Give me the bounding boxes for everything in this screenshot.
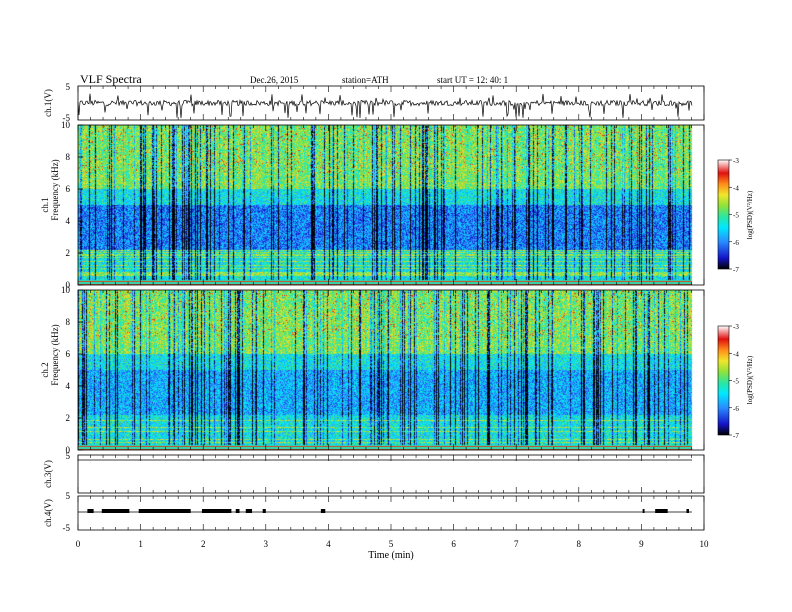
freq-tick-label: 2 xyxy=(66,413,71,423)
ch1-colorbar xyxy=(717,159,730,270)
freq-tick-label: 6 xyxy=(66,349,71,359)
ch1-spectrogram-y-ticks: 0 2 4 6 8 10 xyxy=(61,120,83,290)
ch3-y-tick-top: 5 xyxy=(66,451,71,461)
freq-tick-label: 10 xyxy=(61,120,71,130)
ch2-spectrogram-channel-label: ch.2 xyxy=(40,362,50,377)
ch4-pulse xyxy=(686,509,689,513)
ch4-pulse xyxy=(235,509,240,513)
ch4-pulse xyxy=(101,509,130,513)
ch4-pulse xyxy=(262,509,266,513)
ch1-colorbar-label: log(PSD)(V²/Hz) xyxy=(746,190,754,239)
colorbar-tick-label: -4 xyxy=(733,184,739,192)
colorbar-tick-label: -6 xyxy=(733,405,739,413)
freq-tick-label: 2 xyxy=(66,248,71,258)
ch4-pulse xyxy=(138,509,191,513)
ch3-waveform-ylabel: ch.3(V) xyxy=(43,460,53,488)
colorbar-tick-label: -3 xyxy=(733,157,739,165)
header-station: station=ATH xyxy=(342,75,389,85)
ch1-spectrogram-channel-label: ch.1 xyxy=(40,197,50,212)
time-axis-tick-labels: 0 1 2 3 4 5 6 7 8 9 10 xyxy=(76,539,709,549)
time-tick-label: 3 xyxy=(264,539,269,549)
ch3-waveform-panel: 5 ch.3(V) xyxy=(43,451,705,494)
freq-tick-label: 8 xyxy=(66,152,71,162)
ch4-pulse xyxy=(245,509,253,513)
ch4-pulse xyxy=(642,509,645,513)
ch1-colorbar-ticks: -3 -4 -5 -6 -7 xyxy=(729,157,739,274)
ch1-waveform-panel: 5 -5 ch.1(V) xyxy=(43,82,705,123)
colorbar-tick-label: -5 xyxy=(733,212,739,220)
freq-tick-label: 6 xyxy=(66,184,71,194)
colorbar-tick-label: -4 xyxy=(733,350,739,358)
colorbar-tick-label: -7 xyxy=(733,266,739,274)
colorbar-tick-label: -3 xyxy=(733,323,739,331)
time-tick-label: 5 xyxy=(389,539,394,549)
ch4-pulse xyxy=(87,509,94,513)
ch1-y-tick-bottom: -5 xyxy=(63,113,71,123)
ch4-pulse xyxy=(655,509,668,513)
ch4-y-tick-top: 5 xyxy=(66,491,71,501)
freq-tick-label: 4 xyxy=(66,381,71,391)
time-tick-label: 0 xyxy=(76,539,81,549)
time-tick-label: 1 xyxy=(138,539,143,549)
ch1-spectrogram-image-holder xyxy=(78,125,704,285)
freq-tick-label: 8 xyxy=(66,317,71,327)
time-axis-ticks xyxy=(77,86,705,530)
ch2-spectrogram-image xyxy=(78,290,704,450)
freq-tick-label: 0 xyxy=(66,445,71,455)
freq-tick-label: 0 xyxy=(66,280,71,290)
colorbar-tick-label: -5 xyxy=(733,378,739,386)
freq-tick-label: 10 xyxy=(61,285,71,295)
ch4-waveform-panel: 5 -5 ch.4(V) xyxy=(43,491,705,533)
ch2-spectrogram-image-holder xyxy=(78,290,704,450)
ch4-pulse xyxy=(201,509,232,513)
colorbar-tick-label: -7 xyxy=(733,432,739,440)
freq-tick-label: 4 xyxy=(66,216,71,226)
header-date: Dec.26, 2015 xyxy=(250,75,299,85)
ch4-pulse xyxy=(320,509,326,513)
ch4-waveform-ylabel: ch.4(V) xyxy=(43,499,53,527)
ch2-colorbar xyxy=(717,325,730,436)
ch2-colorbar-ticks: -3 -4 -5 -6 -7 xyxy=(729,323,739,440)
time-tick-label: 4 xyxy=(326,539,331,549)
time-tick-label: 7 xyxy=(514,539,519,549)
ch1-waveform-ylabel: ch.1(V) xyxy=(43,89,53,117)
time-tick-label: 6 xyxy=(451,539,456,549)
figure-title: VLF Spectra xyxy=(80,72,142,86)
ch2-spectrogram-ylabel: Frequency (kHz) xyxy=(50,324,60,385)
ch1-spectrogram-ylabel: Frequency (kHz) xyxy=(50,159,60,220)
colorbar-tick-label: -6 xyxy=(733,239,739,247)
time-tick-label: 8 xyxy=(577,539,582,549)
ch4-y-tick-bottom: -5 xyxy=(63,523,71,533)
time-tick-label: 9 xyxy=(639,539,644,549)
ch2-colorbar-label: log(PSD)(V²/Hz) xyxy=(746,355,754,404)
ch2-spectrogram-y-ticks: 0 2 4 6 8 10 xyxy=(61,285,83,455)
ch1-waveform-trace xyxy=(77,93,693,119)
time-axis-label: Time (min) xyxy=(368,550,413,561)
ch1-spectrogram-image xyxy=(78,125,704,285)
ch1-y-tick-top: 5 xyxy=(66,82,71,92)
header-start-time: start UT = 12: 40: 1 xyxy=(437,75,508,85)
ch4-pulse-marks xyxy=(87,509,689,513)
time-tick-label: 10 xyxy=(700,539,710,549)
time-tick-label: 2 xyxy=(201,539,206,549)
